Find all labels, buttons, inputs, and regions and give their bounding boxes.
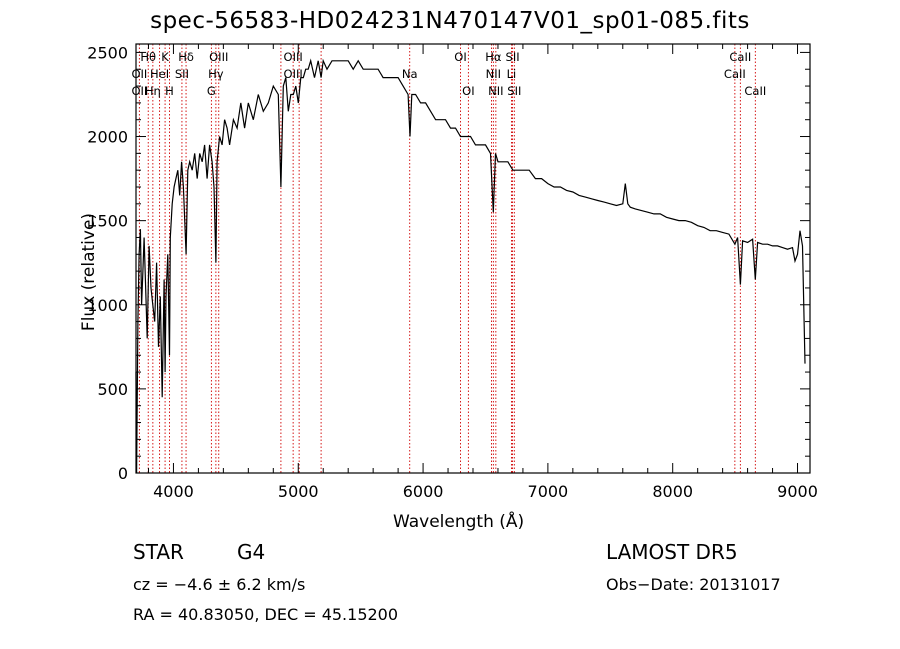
spectrum-series-line — [135, 58, 806, 474]
redshift-velocity: cz = −4.6 ± 6.2 km/s — [133, 575, 306, 594]
line-label: NII — [488, 84, 503, 98]
line-label: Hη — [145, 84, 161, 98]
y-tick-label: 1000 — [87, 296, 128, 315]
x-tick-label: 5000 — [278, 482, 319, 501]
line-label: SII — [506, 50, 520, 64]
observation-date: Obs−Date: 20131017 — [606, 575, 781, 594]
x-tick-label: 4000 — [153, 482, 194, 501]
x-tick-label: 9000 — [777, 482, 818, 501]
line-label: Hδ — [178, 50, 194, 64]
x-tick-label: 7000 — [528, 482, 569, 501]
line-label: NII — [486, 67, 501, 81]
line-label: SII — [175, 67, 189, 81]
line-label: OI — [462, 84, 474, 98]
x-axis-ticks: 4000 5000 6000 7000 8000 9000 — [147, 44, 818, 501]
spectral-subclass: G4 — [237, 540, 266, 564]
y-tick-label: 2000 — [87, 128, 128, 147]
object-type: STAR — [133, 540, 184, 564]
line-label: K — [161, 50, 169, 64]
y-axis-ticks: 0 500 1000 1500 2000 2500 — [87, 43, 810, 483]
x-tick-label: 8000 — [652, 482, 693, 501]
line-label: OIII — [284, 67, 303, 81]
y-axis-label: Flux (relative) — [79, 212, 100, 332]
line-label: OIII — [284, 50, 303, 64]
sky-coordinates: RA = 40.83050, DEC = 45.15200 — [133, 605, 399, 624]
line-label: G — [207, 84, 216, 98]
line-label: CaII — [744, 84, 766, 98]
plot-frame — [135, 43, 811, 474]
chart-title: spec-56583-HD024231N470147V01_sp01-085.f… — [150, 8, 750, 34]
survey-name: LAMOST DR5 — [606, 540, 738, 564]
y-tick-label: 500 — [97, 380, 128, 399]
line-label: Hθ — [140, 50, 156, 64]
emission-line-markers — [138, 44, 756, 473]
line-label: H — [165, 84, 174, 98]
x-tick-label: 6000 — [403, 482, 444, 501]
y-tick-label: 0 — [118, 464, 128, 483]
line-label: OI — [454, 50, 466, 64]
line-label: Na — [402, 67, 418, 81]
y-tick-label: 1500 — [87, 212, 128, 231]
line-label: Hγ — [208, 67, 224, 81]
y-tick-label: 2500 — [87, 43, 128, 62]
line-label: Hα — [485, 50, 502, 64]
line-label: HeI — [150, 67, 169, 81]
line-label: SII — [507, 84, 521, 98]
line-label: Li — [507, 67, 517, 81]
line-label: CaII — [729, 50, 751, 64]
line-label: OIII — [209, 50, 228, 64]
line-label: CaII — [724, 67, 746, 81]
x-axis-label: Wavelength (Å) — [393, 512, 525, 532]
